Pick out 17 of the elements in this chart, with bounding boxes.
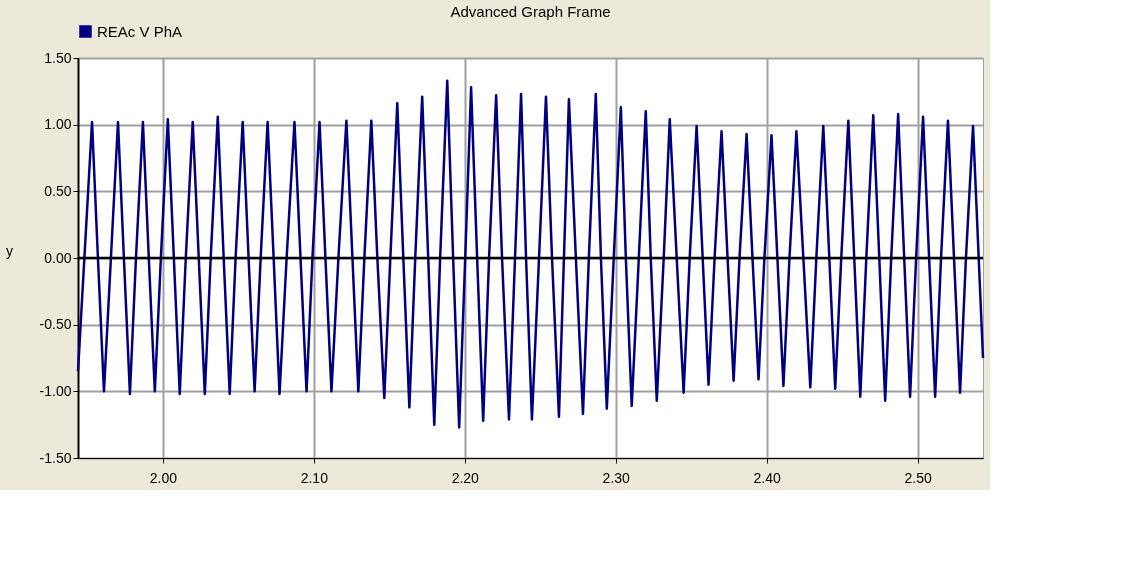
x-tick-label: 2.00 bbox=[149, 469, 178, 486]
y-tick-label: 1.00 bbox=[44, 116, 72, 133]
y-tick-label: 0.50 bbox=[44, 182, 72, 199]
y-tick-label: 0.00 bbox=[44, 249, 72, 266]
y-tick-label: 1.50 bbox=[44, 49, 72, 66]
y-axis-title: y bbox=[6, 242, 14, 259]
y-tick-label: -1.50 bbox=[39, 449, 72, 466]
legend-label: REAc V PhA bbox=[97, 22, 183, 40]
x-tick-label: 2.10 bbox=[300, 469, 329, 486]
x-tick-label: 2.20 bbox=[451, 469, 480, 486]
x-tick-label: 2.40 bbox=[753, 469, 782, 486]
x-tick-label: 2.50 bbox=[904, 469, 932, 486]
chart-title: Advanced Graph Frame bbox=[450, 3, 611, 20]
y-tick-label: -0.50 bbox=[39, 316, 72, 333]
line-series bbox=[76, 79, 985, 429]
x-tick-label: 2.30 bbox=[602, 469, 631, 486]
y-tick-label: -1.00 bbox=[39, 382, 72, 399]
